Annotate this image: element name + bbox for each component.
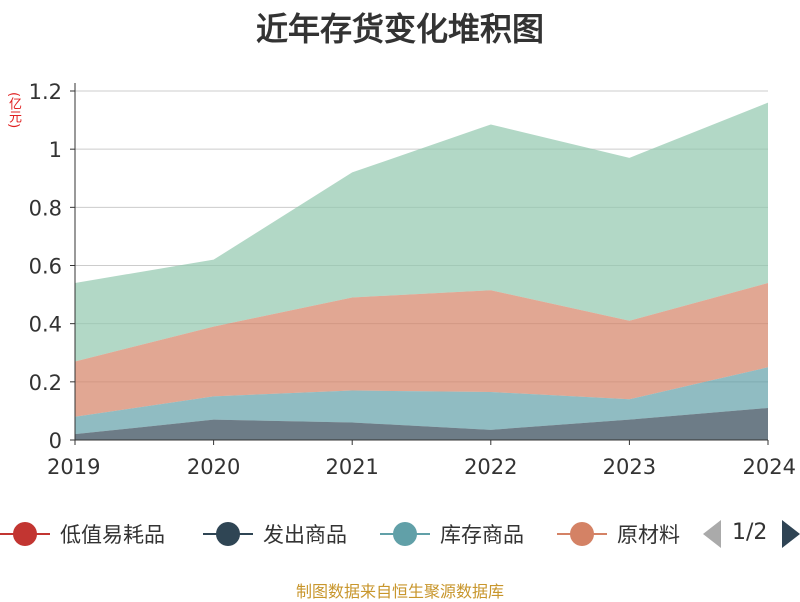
legend-dot <box>216 522 240 546</box>
legend-marker <box>203 516 253 552</box>
legend-label: 低值易耗品 <box>60 523 165 547</box>
legend-dot <box>570 522 594 546</box>
y-tick-label: 0.8 <box>29 196 62 220</box>
y-tick-label: 0.6 <box>29 255 62 279</box>
y-tick-label: 1 <box>49 138 62 162</box>
legend-dot <box>13 522 37 546</box>
page-indicator: 1/2 <box>732 520 768 545</box>
legend-pager: 1/2 <box>700 516 800 552</box>
legend-marker <box>557 516 607 552</box>
y-tick-label: 0 <box>49 429 62 453</box>
area-series <box>75 102 768 440</box>
y-axis-unit: (亿元) <box>6 92 21 129</box>
legend-label: 发出商品 <box>263 523 347 547</box>
y-tick-label: 1.2 <box>29 80 62 104</box>
legend-item-goods-shipped[interactable]: 发出商品 <box>203 516 347 552</box>
area-发出商品 <box>75 408 768 440</box>
legend-label: 原材料 <box>617 523 680 547</box>
legend: 低值易耗品 发出商品 库存商品 原材料 1/2 <box>0 516 800 552</box>
x-tick-label: 2023 <box>603 455 656 479</box>
area-库存商品 <box>75 367 768 435</box>
chart-title: 近年存货变化堆积图 <box>255 10 544 48</box>
x-tick-label: 2022 <box>464 455 517 479</box>
x-tick-label: 2021 <box>325 455 378 479</box>
y-tick-label: 0.2 <box>29 371 62 395</box>
legend-item-inventory-goods[interactable]: 库存商品 <box>380 516 524 552</box>
legend-dot <box>393 522 417 546</box>
legend-marker <box>0 516 50 552</box>
prev-page-icon[interactable] <box>703 520 721 548</box>
area-series <box>75 102 768 362</box>
next-page-icon[interactable] <box>782 520 800 548</box>
area-原材料 <box>75 282 768 417</box>
data-source-note: 制图数据来自恒生聚源数据库 <box>295 582 504 601</box>
axes: 0 0.2 0.4 0.6 0.8 1 1.2 2019 2020 2021 2022 2023 202… <box>29 80 796 479</box>
x-tick-label: 2024 <box>743 455 796 479</box>
x-tick-label: 2019 <box>47 455 100 479</box>
legend-item-raw-materials[interactable]: 原材料 <box>557 516 683 552</box>
x-tick-label: 2020 <box>187 455 240 479</box>
y-tick-label: 0.4 <box>29 313 62 337</box>
legend-label: 库存商品 <box>440 523 524 547</box>
legend-marker <box>380 516 430 552</box>
legend-item-low-value-consumables[interactable]: 低值易耗品 <box>0 516 165 552</box>
